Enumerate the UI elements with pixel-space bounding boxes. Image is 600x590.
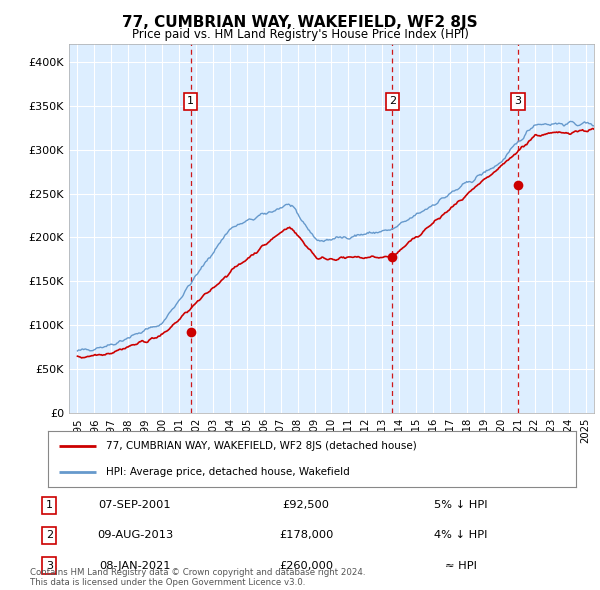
Text: 5% ↓ HPI: 5% ↓ HPI xyxy=(434,500,487,510)
Text: £92,500: £92,500 xyxy=(283,500,329,510)
Text: 09-AUG-2013: 09-AUG-2013 xyxy=(97,530,173,540)
Text: 2: 2 xyxy=(389,96,396,106)
Text: Contains HM Land Registry data © Crown copyright and database right 2024.
This d: Contains HM Land Registry data © Crown c… xyxy=(30,568,365,587)
Text: 08-JAN-2021: 08-JAN-2021 xyxy=(99,560,170,571)
Text: 07-SEP-2001: 07-SEP-2001 xyxy=(98,500,171,510)
Text: 3: 3 xyxy=(515,96,521,106)
Text: 77, CUMBRIAN WAY, WAKEFIELD, WF2 8JS: 77, CUMBRIAN WAY, WAKEFIELD, WF2 8JS xyxy=(122,15,478,30)
Text: HPI: Average price, detached house, Wakefield: HPI: Average price, detached house, Wake… xyxy=(106,467,350,477)
Text: 1: 1 xyxy=(187,96,194,106)
Text: Price paid vs. HM Land Registry's House Price Index (HPI): Price paid vs. HM Land Registry's House … xyxy=(131,28,469,41)
Text: £178,000: £178,000 xyxy=(279,530,333,540)
Text: 1: 1 xyxy=(46,500,53,510)
Text: 2: 2 xyxy=(46,530,53,540)
Text: 4% ↓ HPI: 4% ↓ HPI xyxy=(434,530,487,540)
Text: 77, CUMBRIAN WAY, WAKEFIELD, WF2 8JS (detached house): 77, CUMBRIAN WAY, WAKEFIELD, WF2 8JS (de… xyxy=(106,441,417,451)
Text: ≈ HPI: ≈ HPI xyxy=(445,560,476,571)
Text: 3: 3 xyxy=(46,560,53,571)
Text: £260,000: £260,000 xyxy=(279,560,333,571)
